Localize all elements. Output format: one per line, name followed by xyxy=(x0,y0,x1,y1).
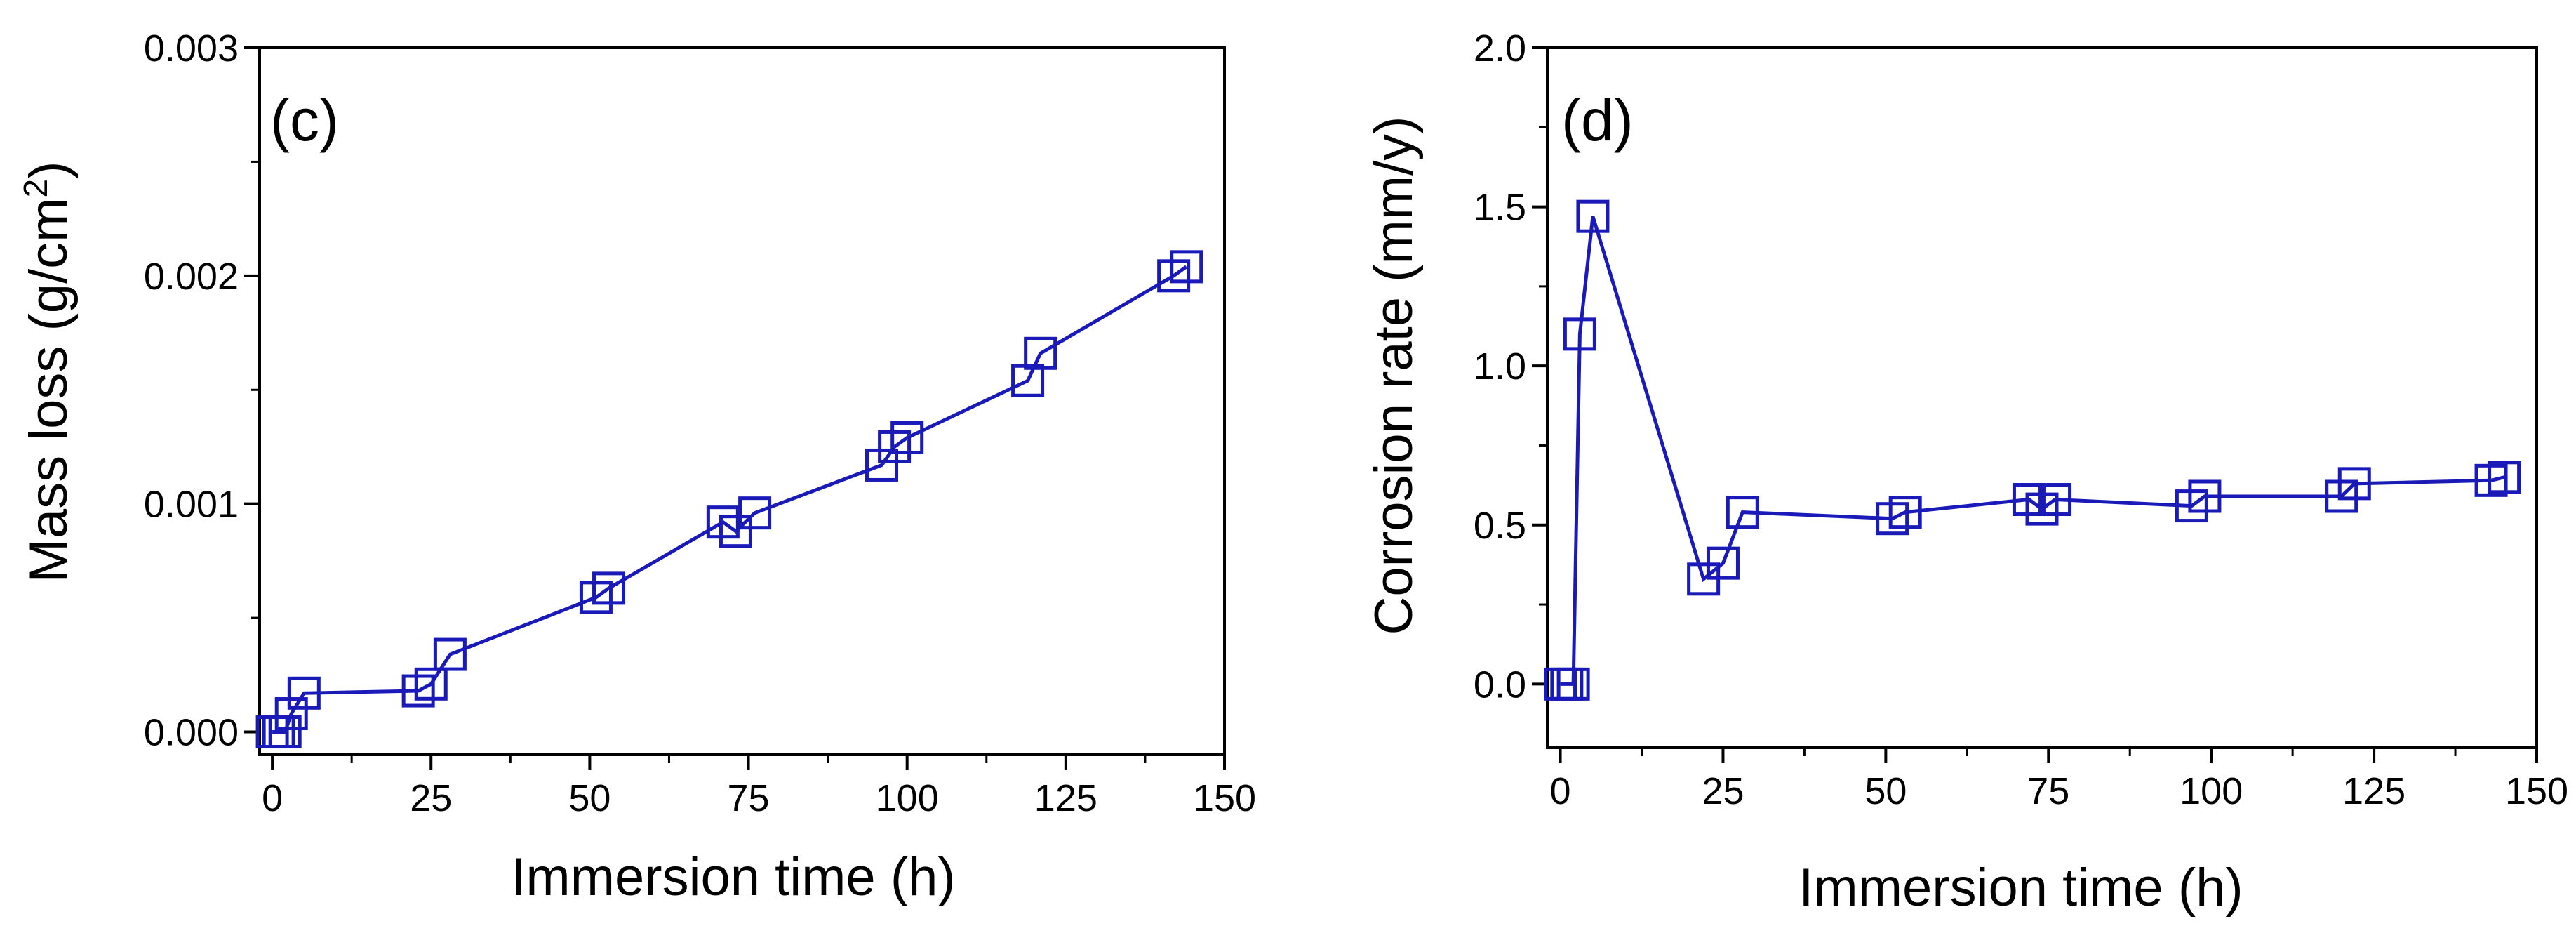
y-tick-label-c: 0.003 xyxy=(144,27,239,70)
plot-frame-d xyxy=(1546,46,2538,749)
data-point-c xyxy=(878,430,912,463)
data-point-c xyxy=(738,496,772,530)
data-point-c xyxy=(865,448,899,482)
x-tick-label-c: 0 xyxy=(262,777,283,819)
x-axis-title-c: Immersion time (h) xyxy=(511,847,955,907)
data-point-c xyxy=(592,571,626,605)
y-tick-label-d: 1.0 xyxy=(1474,345,1526,388)
plot-border-d xyxy=(1546,46,2538,749)
data-point-d xyxy=(2188,479,2222,513)
series-line-d xyxy=(1560,216,2505,686)
data-point-d xyxy=(2038,483,2072,517)
data-point-c xyxy=(433,637,467,671)
data-point-c xyxy=(1157,259,1191,293)
chart-panel-d: 0 25 50 75 100 125 150 0.0 0.5 1.0 1.5 2.0 (d) Imme… xyxy=(1364,27,2568,918)
data-point-d xyxy=(1576,199,1610,233)
data-point-d xyxy=(1556,667,1590,701)
data-point-c xyxy=(414,667,448,701)
y-tick-label-d: 1.5 xyxy=(1474,187,1526,229)
series-line-c xyxy=(272,265,1188,734)
data-point-c xyxy=(268,715,302,749)
ticks-c xyxy=(244,46,1226,770)
y-axis-title-c: Mass loss (g/cm2) xyxy=(18,161,79,583)
x-tick-label-d: 50 xyxy=(1864,770,1907,812)
y-axis-title-c-sup: 2 xyxy=(18,179,55,198)
x-tick-label-c: 75 xyxy=(728,777,770,819)
x-tick-label-c: 100 xyxy=(876,777,939,819)
x-tick-label-d: 75 xyxy=(2027,770,2069,812)
x-tick-label-c: 150 xyxy=(1193,777,1256,819)
data-point-d xyxy=(2337,467,2371,501)
y-tick-label-c: 0.002 xyxy=(144,256,239,298)
panel-label-d: (d) xyxy=(1561,87,1634,153)
y-tick-label-c: 0.001 xyxy=(144,484,239,526)
x-tick-label-c: 50 xyxy=(568,777,610,819)
data-point-c xyxy=(1024,336,1057,370)
panel-label-c: (c) xyxy=(270,87,339,153)
x-tick-label-c: 25 xyxy=(410,777,452,819)
chart-panel-c: 0 25 50 75 100 125 150 0.000 0.001 0.002 0.003 (c)… xyxy=(18,27,1256,907)
data-point-c xyxy=(719,515,752,548)
data-point-c xyxy=(274,697,308,731)
series-c xyxy=(255,250,1203,749)
x-tick-label-d: 0 xyxy=(1550,770,1571,812)
x-tick-label-c: 125 xyxy=(1034,777,1097,819)
plot-frame-c xyxy=(258,46,1226,756)
y-axis-title-c-main: Mass loss (g/cm xyxy=(19,198,79,583)
data-point-d xyxy=(1706,546,1740,580)
data-point-c xyxy=(890,421,924,454)
x-tick-label-d: 125 xyxy=(2342,770,2405,812)
y-axis-title-d: Corrosion rate (mm/y) xyxy=(1364,117,1424,635)
x-tick-label-d: 100 xyxy=(2180,770,2243,812)
data-point-c xyxy=(287,676,321,710)
y-axis-title-c-close: ) xyxy=(19,161,79,179)
data-point-c xyxy=(706,505,740,539)
data-point-d xyxy=(1726,496,1759,529)
x-tick-label-d: 150 xyxy=(2505,770,2568,812)
data-point-d xyxy=(1563,317,1596,351)
y-tick-label-d: 0.0 xyxy=(1474,663,1526,706)
y-tick-label-c: 0.000 xyxy=(144,712,239,754)
x-axis-title-d: Immersion time (h) xyxy=(1798,858,2243,918)
data-point-c xyxy=(1011,364,1045,397)
data-point-c xyxy=(401,674,435,708)
data-point-c xyxy=(579,581,613,614)
series-d xyxy=(1544,199,2521,701)
data-point-c xyxy=(1170,250,1203,284)
data-point-d xyxy=(2488,461,2521,494)
ticks-d xyxy=(1532,46,2538,763)
data-point-d xyxy=(1888,496,1922,529)
tick-labels-c: 0 25 50 75 100 125 150 0.000 0.001 0.002 0.003 xyxy=(144,27,1256,819)
tick-labels-d: 0 25 50 75 100 125 150 0.0 0.5 1.0 1.5 2.0 xyxy=(1474,27,2568,812)
y-tick-label-d: 0.5 xyxy=(1474,505,1526,547)
y-tick-label-d: 2.0 xyxy=(1474,27,1526,70)
x-tick-label-d: 25 xyxy=(1702,770,1744,812)
plot-border-c xyxy=(258,46,1226,756)
